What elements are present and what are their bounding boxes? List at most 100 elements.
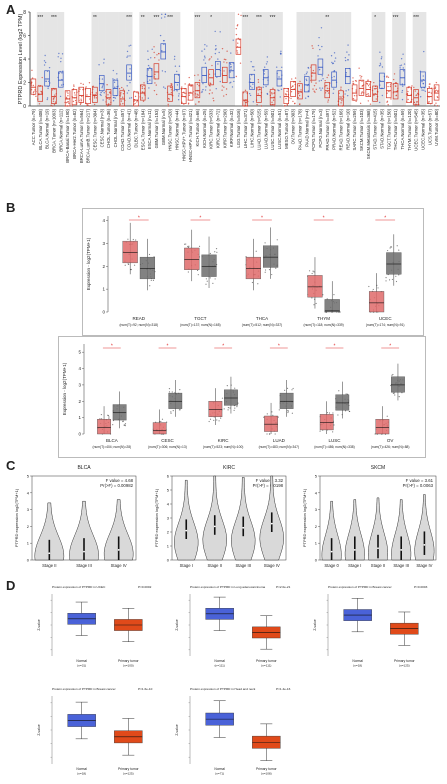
d3-xlabel-normal: Normal <box>76 767 87 771</box>
point-3-10 <box>53 97 55 99</box>
point-41-12 <box>313 84 316 87</box>
c1-title: KIRC <box>223 465 235 471</box>
c0-tick-label-2: 2 <box>27 524 30 529</box>
point-54-11 <box>403 63 406 65</box>
sig-50: * <box>374 15 376 21</box>
x-label-31: LIHC.Tumor (n=371) <box>243 108 248 148</box>
point-9-12 <box>93 97 96 99</box>
point-55-5 <box>407 98 409 101</box>
point-56-13 <box>415 94 417 96</box>
point-32-10 <box>253 69 256 71</box>
b-bot-pt-2-normal-5 <box>229 407 231 409</box>
b-bot-pt-0-normal-14 <box>124 425 126 427</box>
b-bot-pt-5-normal-13 <box>391 374 393 376</box>
point-33-7 <box>257 81 260 83</box>
c2-s1-median-dot <box>353 549 356 551</box>
c2-s4-violin <box>414 494 435 561</box>
b-top-pt-0-tumor-8 <box>133 264 136 266</box>
x-label-54: THCA.Normal (n=59) <box>400 108 405 149</box>
point-46-3 <box>347 44 349 46</box>
band-9 <box>125 12 133 106</box>
panel-letter-a: A <box>6 2 16 17</box>
point-45-9 <box>340 96 342 98</box>
point-57-6 <box>423 89 425 91</box>
panel-letter-b: B <box>6 200 16 215</box>
d0-n-tumor: (n=100) <box>123 664 134 668</box>
panel-b-bottom-chart: 0 1 2 3 4 5 Expression - log2(TPM+1) * BLCA (num(… <box>62 344 410 450</box>
b-bot-pt-5-normal-2 <box>394 394 396 396</box>
point-1-13 <box>38 103 41 105</box>
d1-title: Protein expression of PTPRD in Lung aden… <box>190 585 265 589</box>
point-19-5 <box>164 87 166 90</box>
b-top-pt-4-normal-13 <box>391 278 394 281</box>
point-2-6 <box>43 60 46 62</box>
b-top-pt-2-normal-3 <box>268 268 271 271</box>
box-34 <box>263 69 269 86</box>
point-50-11 <box>373 94 375 97</box>
point-42-4 <box>318 36 320 39</box>
point-28-12 <box>226 62 228 64</box>
d4-ylabel: Z-value <box>175 724 179 735</box>
point-48-13 <box>361 91 363 94</box>
c1-stage-3: Stage IV <box>264 563 280 568</box>
point-54-1 <box>402 67 404 69</box>
point-21-3 <box>176 70 178 73</box>
c2-ylabel: PTPRD expression log2(TPM+1) <box>302 488 307 547</box>
b-top-pt-3-normal-16 <box>339 311 341 313</box>
b-bot-sig-4: * <box>334 344 336 350</box>
point-28-6 <box>221 89 223 91</box>
x-label-20: HNSC.Tumor (n=520) <box>168 108 173 150</box>
box-26 <box>208 69 214 86</box>
point-36-11 <box>275 66 278 68</box>
point-6-0 <box>73 84 75 86</box>
b-bot-name-4: LUSC <box>328 438 341 443</box>
b-bot-sig-3: * <box>278 344 280 350</box>
point-51-1 <box>381 94 384 97</box>
b-bot-pt-0-tumor-5 <box>108 417 110 419</box>
point-21-10 <box>173 89 175 92</box>
x-label-57: UCEC.Normal (n=35) <box>420 108 425 150</box>
point-25-12 <box>201 91 203 94</box>
box-21 <box>174 73 180 90</box>
point-47-10 <box>353 94 356 97</box>
d2-ylabel: Z-value <box>313 619 317 630</box>
point-44-4 <box>333 70 336 72</box>
x-label-38: OV.Tumor (n=303) <box>291 108 296 144</box>
c0-tick-label-4: 4 <box>27 490 30 495</box>
point-42-11 <box>318 80 320 82</box>
point-57-13 <box>421 80 423 83</box>
b-bot-pt-1-normal-9 <box>170 411 172 413</box>
b-bot-y-tick-label-3: 3 <box>78 382 81 387</box>
point-13-10 <box>122 93 125 95</box>
point-17-11 <box>151 48 153 50</box>
point-59-5 <box>434 104 436 106</box>
b-bot-box-3-normal <box>279 392 294 409</box>
point-52-7 <box>388 90 390 93</box>
c2-s3-median-dot <box>400 549 403 551</box>
b-bot-pt-2-normal-16 <box>227 407 230 409</box>
point-1-11 <box>41 76 43 79</box>
b-top-pt-4-normal-4 <box>398 249 400 251</box>
band-27 <box>276 12 283 106</box>
panel-d-plot-4: Protein expression of PTPRD in Breast ca… <box>37 687 153 776</box>
point-14-5 <box>126 85 128 87</box>
point-59-13 <box>434 87 437 90</box>
point-43-0 <box>327 74 330 76</box>
b-bot-pt-2-normal-8 <box>234 407 236 409</box>
c2-s4-median-dot <box>423 543 426 546</box>
point-51-0 <box>379 64 382 66</box>
d3-title: Protein expression of PTPRD in Breast ca… <box>52 687 116 691</box>
point-3-1 <box>50 104 52 106</box>
point-29-0 <box>229 71 231 73</box>
point-18-10 <box>153 89 156 92</box>
box-56 <box>413 89 419 106</box>
point-38-7 <box>292 85 294 87</box>
point-52-4 <box>387 76 390 79</box>
point-29-10 <box>230 66 232 68</box>
b-bot-y-axis-label: Expression - log2(TPM+1) <box>62 362 67 415</box>
sig-31: *** <box>242 15 248 21</box>
band-26 <box>269 12 276 106</box>
band-10 <box>139 12 147 106</box>
b-bot-pt-4-tumor-7 <box>333 424 335 426</box>
